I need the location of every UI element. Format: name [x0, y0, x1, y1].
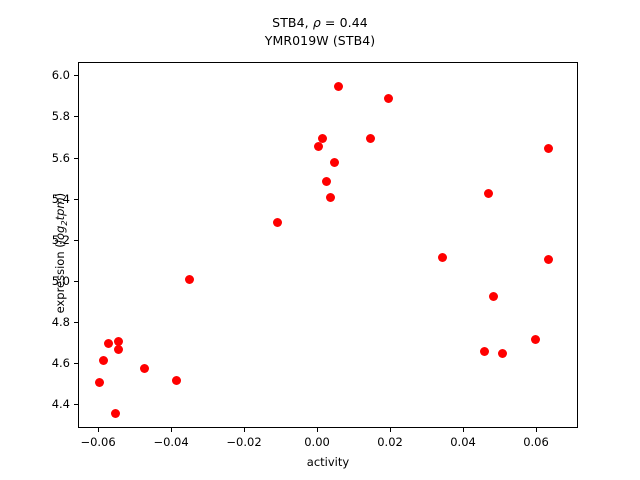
x-tick-label: 0.04: [450, 435, 476, 449]
data-point: [479, 347, 489, 357]
data-point: [98, 355, 108, 365]
data-point: [333, 82, 343, 92]
y-tick-mark: [74, 280, 78, 282]
y-tick-mark: [74, 116, 78, 118]
y-tick-label: 5.8: [51, 109, 70, 124]
data-point: [313, 141, 323, 151]
data-point: [95, 378, 105, 388]
data-point: [140, 363, 150, 373]
data-point: [110, 409, 120, 419]
x-tick-mark: [463, 428, 465, 432]
y-tick-mark: [74, 404, 78, 406]
data-point: [544, 254, 554, 264]
x-tick-mark: [98, 428, 100, 432]
y-tick-label: 4.6: [51, 356, 70, 371]
x-tick-label: −0.06: [80, 435, 116, 449]
y-axis-label: expression (log2tpm): [52, 192, 70, 314]
x-tick-label: −0.04: [153, 435, 189, 449]
y-tick-mark: [74, 363, 78, 365]
y-tick-label: 4.8: [51, 315, 70, 330]
x-tick-mark: [536, 428, 538, 432]
data-point: [437, 252, 447, 262]
y-tick-label: 5.2: [51, 232, 70, 247]
chart-title-block: STB4, ρ = 0.44 YMR019W (STB4): [0, 14, 640, 50]
data-point: [544, 143, 554, 153]
y-tick-label: 5.0: [51, 273, 70, 288]
data-point: [366, 133, 376, 143]
data-point: [317, 133, 327, 143]
y-tick-label: 4.4: [51, 397, 70, 412]
y-tick-mark: [74, 75, 78, 77]
data-point: [171, 376, 181, 386]
data-point: [322, 176, 332, 186]
y-tick-mark: [74, 198, 78, 200]
x-tick-label: −0.02: [226, 435, 262, 449]
data-point: [488, 291, 498, 301]
y-tick-mark: [74, 239, 78, 241]
x-tick-mark: [390, 428, 392, 432]
y-tick-label: 5.6: [51, 150, 70, 165]
x-axis-label: activity: [306, 455, 350, 469]
data-point: [530, 335, 540, 345]
data-point: [184, 275, 194, 285]
x-tick-label: 0.06: [523, 435, 549, 449]
data-point: [272, 217, 282, 227]
x-tick-label: 0.02: [377, 435, 403, 449]
data-point: [113, 337, 123, 347]
x-tick-mark: [171, 428, 173, 432]
chart-title: STB4, ρ = 0.44: [272, 15, 368, 30]
x-tick-mark: [244, 428, 246, 432]
x-tick-mark: [317, 428, 319, 432]
data-point: [383, 94, 393, 104]
data-point: [330, 158, 340, 168]
y-tick-mark: [74, 322, 78, 324]
y-tick-label: 6.0: [51, 68, 70, 83]
data-point: [484, 189, 494, 199]
plot-area: [78, 62, 578, 428]
data-point: [497, 349, 507, 359]
data-point: [326, 193, 336, 203]
data-point: [113, 345, 123, 355]
y-tick-mark: [74, 157, 78, 159]
x-tick-label: 0.00: [304, 435, 330, 449]
chart-subtitle: YMR019W (STB4): [264, 33, 376, 48]
y-tick-label: 5.4: [51, 191, 70, 206]
data-point: [103, 339, 113, 349]
